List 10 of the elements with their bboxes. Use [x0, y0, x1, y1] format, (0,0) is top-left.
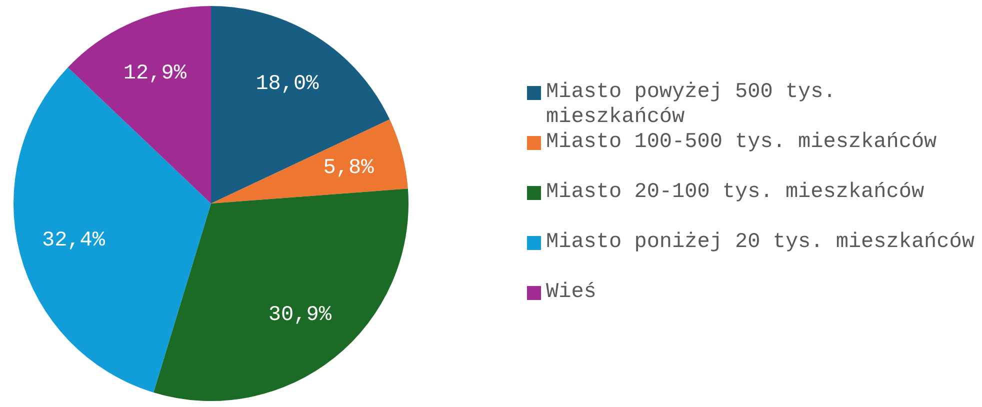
data-label: 5,8%: [323, 156, 374, 180]
data-label: 32,4%: [42, 229, 106, 252]
legend-label: Wieś: [546, 280, 598, 305]
legend-label: Miasto 20-100 tys. mieszkańców: [546, 180, 926, 205]
legend-label: Miasto powyżej 500 tys. mieszkańców: [546, 80, 837, 130]
legend-label: Miasto 100-500 tys. mieszkańców: [546, 130, 938, 155]
data-label: 12,9%: [123, 62, 187, 86]
data-label: 18,0%: [256, 73, 320, 96]
legend-label: Miasto poniżej 20 tys. mieszkańców: [546, 230, 976, 255]
data-label: 30,9%: [268, 304, 332, 328]
